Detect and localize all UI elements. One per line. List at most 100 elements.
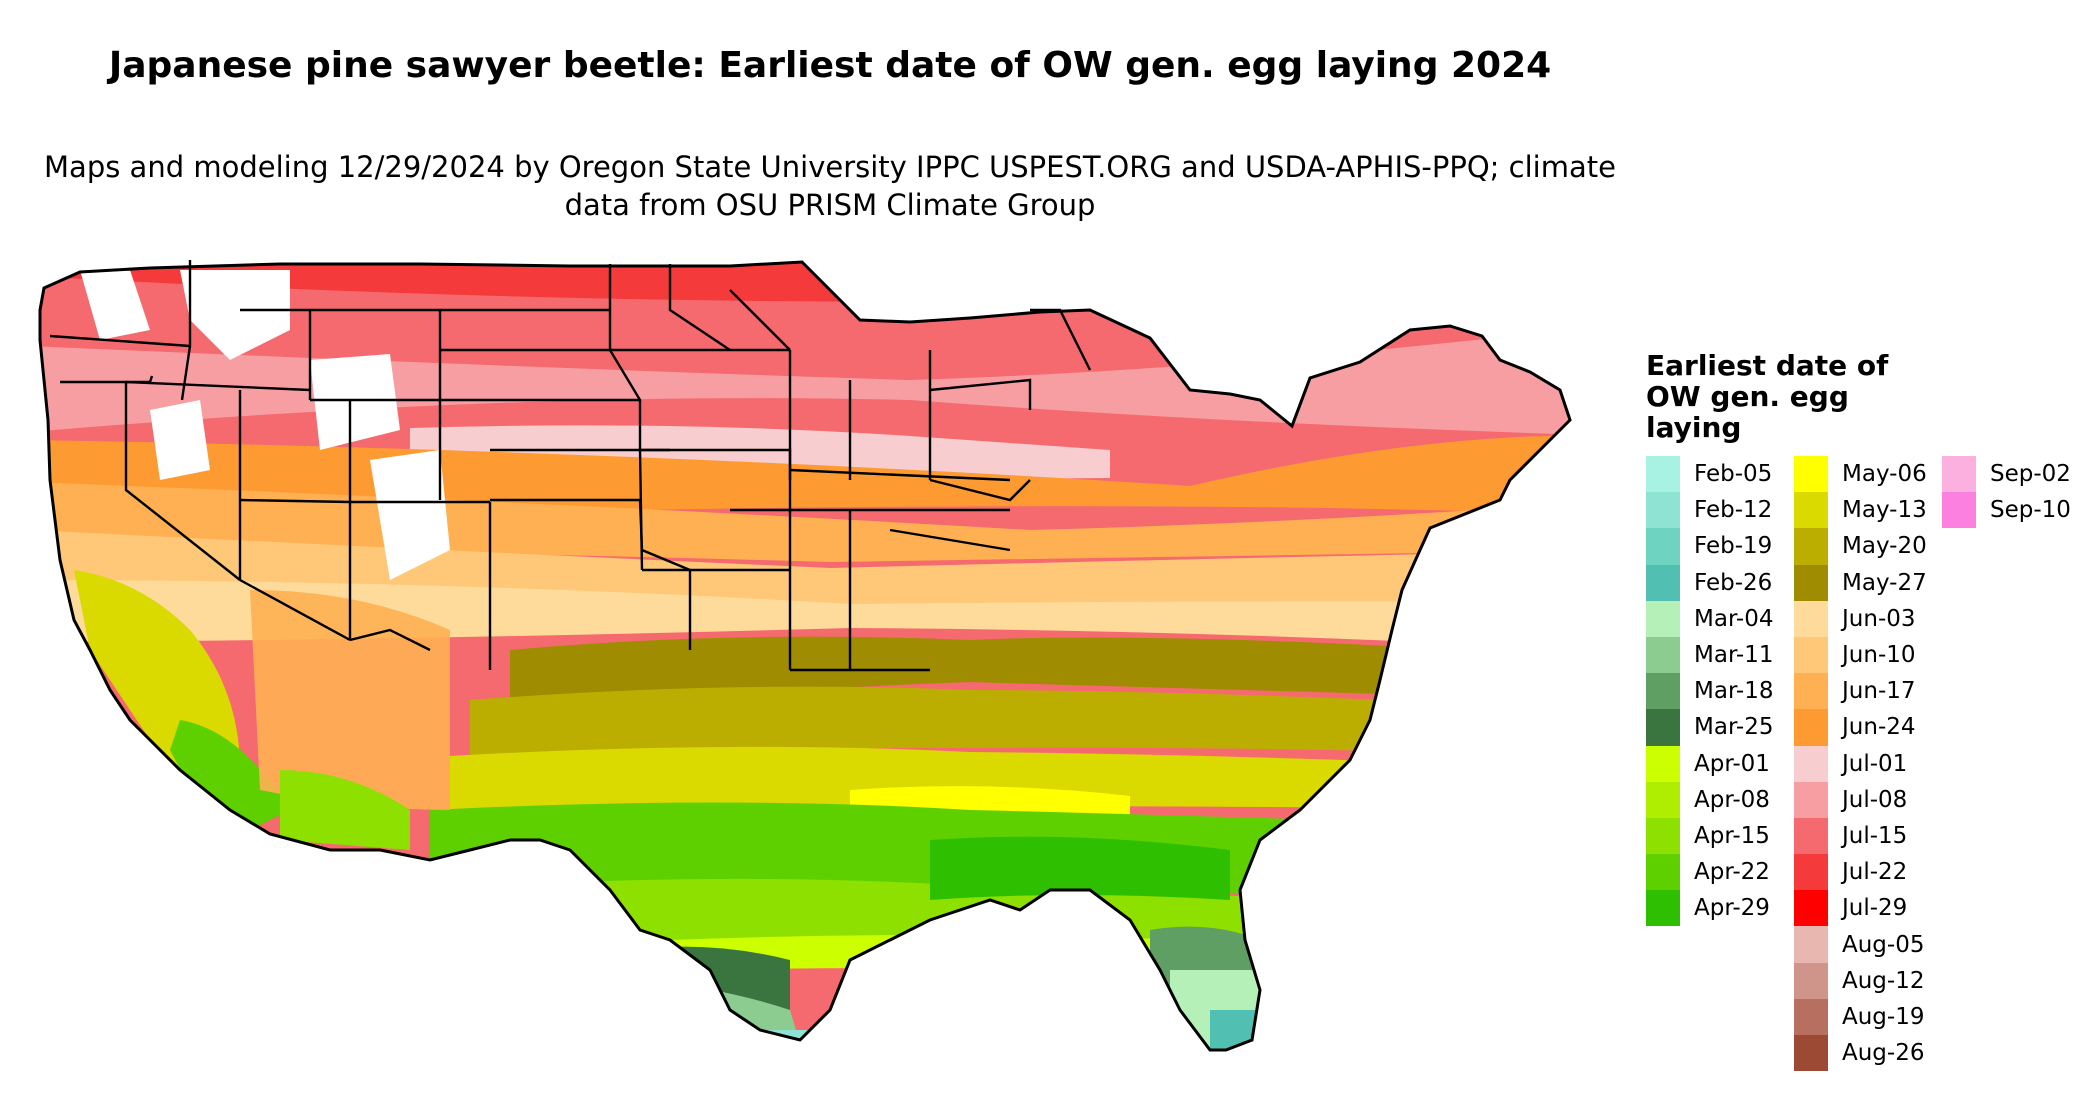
legend-swatch <box>1646 492 1680 529</box>
legend-swatch <box>1942 492 1976 529</box>
legend-label: Jun-17 <box>1842 678 1916 705</box>
band-apr-29 <box>930 836 1230 900</box>
legend-swatch <box>1794 528 1828 565</box>
legend-item: Aug-26 <box>1794 1035 1927 1072</box>
band-unsuitable-colorado <box>370 450 450 580</box>
legend-item: May-06 <box>1794 456 1927 493</box>
legend-label: Aug-19 <box>1842 1003 1925 1030</box>
legend-swatch <box>1794 564 1828 601</box>
legend-column-2: May-06 May-13 May-20 May-27 Jun-03 Jun-10 Jun-… <box>1794 456 1927 1072</box>
boundary-plains-east <box>608 264 644 571</box>
legend-swatch <box>1942 456 1976 493</box>
boundary-new-england <box>1030 308 1092 371</box>
legend-item: Jul-01 <box>1794 745 1927 782</box>
legend-item: Mar-18 <box>1646 673 1774 710</box>
legend-label: Aug-05 <box>1842 931 1925 958</box>
legend-item: May-13 <box>1794 492 1927 529</box>
legend-label: Apr-22 <box>1694 859 1770 886</box>
legend-swatch <box>1646 528 1680 565</box>
boundary-mn-wi <box>668 264 731 351</box>
legend-item: Feb-19 <box>1646 528 1774 565</box>
legend-item: Jul-15 <box>1794 817 1927 855</box>
legend-swatch <box>1646 745 1680 782</box>
band-apr-22-california <box>170 720 290 840</box>
legend-item: Jul-22 <box>1794 854 1927 891</box>
boundary-az-south <box>239 578 351 642</box>
band-unsuitable-wyoming <box>310 354 400 450</box>
legend-column-1: Feb-05 Feb-12 Feb-19 Feb-26 Mar-04 Mar-11 Mar-… <box>1646 456 1774 927</box>
legend-swatch <box>1646 890 1680 927</box>
legend-label: Feb-26 <box>1694 569 1773 596</box>
state-boundaries <box>49 260 1092 672</box>
legend-title: Earliest date of OW gen. egg laying <box>1646 349 1889 444</box>
legend-label: Jul-29 <box>1842 895 1908 922</box>
legend-label: May-06 <box>1842 461 1927 488</box>
legend-item: Aug-05 <box>1794 926 1927 963</box>
legend-swatch <box>1794 636 1828 674</box>
boundary-ny-pa <box>929 378 1032 410</box>
legend-item: Apr-08 <box>1646 781 1774 818</box>
legend-swatch <box>1794 854 1828 891</box>
legend-label: May-13 <box>1842 497 1927 524</box>
legend-label: Apr-08 <box>1694 786 1770 813</box>
legend-label: Feb-12 <box>1694 497 1773 524</box>
legend-label: Jul-01 <box>1842 750 1908 777</box>
legend-swatch <box>1794 1035 1828 1072</box>
legend-item: Feb-12 <box>1646 492 1774 529</box>
legend-item: Apr-22 <box>1646 854 1774 891</box>
band-unsuitable-northwest <box>80 270 150 340</box>
legend-item: Jul-29 <box>1794 890 1927 927</box>
us-map <box>38 260 1572 1052</box>
legend-swatch <box>1794 709 1828 746</box>
legend-label: May-20 <box>1842 533 1927 560</box>
legend-label: Sep-10 <box>1990 497 2071 524</box>
legend-item: Sep-02 <box>1942 456 2071 493</box>
boundary-wa-or <box>49 334 191 348</box>
legend-item: Mar-11 <box>1646 636 1774 674</box>
legend-label: Jun-24 <box>1842 714 1916 741</box>
boundary-wi-mi <box>729 289 791 351</box>
boundary-id-west <box>180 260 192 401</box>
legend-label: Jul-22 <box>1842 859 1908 886</box>
legend-label: Mar-25 <box>1694 714 1774 741</box>
legend-label: Mar-11 <box>1694 642 1774 669</box>
band-unsuitable-idaho <box>180 270 290 360</box>
legend-label: Mar-04 <box>1694 605 1774 632</box>
legend-item: Jun-17 <box>1794 673 1927 710</box>
legend-label: Aug-26 <box>1842 1040 1925 1067</box>
boundary-nc-sc <box>889 528 1011 552</box>
band-may-13-california <box>74 570 240 770</box>
legend-swatch <box>1646 817 1680 855</box>
legend-swatch <box>1794 600 1828 637</box>
legend-swatch <box>1646 456 1680 493</box>
legend-item: Apr-15 <box>1646 817 1774 855</box>
band-feb-12 <box>710 1030 820 1050</box>
map-title: Japanese pine sawyer beetle: Earliest da… <box>108 45 1552 86</box>
legend-swatch <box>1646 564 1680 601</box>
boundary-nv-ca <box>124 382 241 581</box>
band-mar-25 <box>630 946 790 1010</box>
legend-item: Sep-10 <box>1942 492 2071 529</box>
legend-item: Jul-08 <box>1794 781 1927 818</box>
legend-swatch <box>1646 636 1680 674</box>
legend-item: Aug-12 <box>1794 962 1927 999</box>
legend-label: Feb-05 <box>1694 461 1773 488</box>
band-may-27 <box>510 636 1570 720</box>
legend-label: Apr-15 <box>1694 822 1770 849</box>
map-subtitle: Maps and modeling 12/29/2024 by Oregon S… <box>44 150 1616 222</box>
legend-label: Apr-29 <box>1694 895 1770 922</box>
legend-item: Mar-04 <box>1646 600 1774 637</box>
legend-swatch <box>1794 962 1828 999</box>
legend-item: Jun-10 <box>1794 636 1927 674</box>
legend-label: Jun-10 <box>1842 642 1916 669</box>
legend-item: May-27 <box>1794 564 1927 601</box>
legend-swatch <box>1794 926 1828 963</box>
legend-item: Feb-26 <box>1646 564 1774 601</box>
legend-item: Apr-29 <box>1646 890 1774 927</box>
legend-item: Mar-25 <box>1646 709 1774 746</box>
boundary-id-nv-ut <box>125 380 311 392</box>
legend-label: Jun-03 <box>1842 605 1916 632</box>
legend-label: May-27 <box>1842 569 1927 596</box>
legend-swatch <box>1794 492 1828 529</box>
legend-label: Apr-01 <box>1694 750 1770 777</box>
